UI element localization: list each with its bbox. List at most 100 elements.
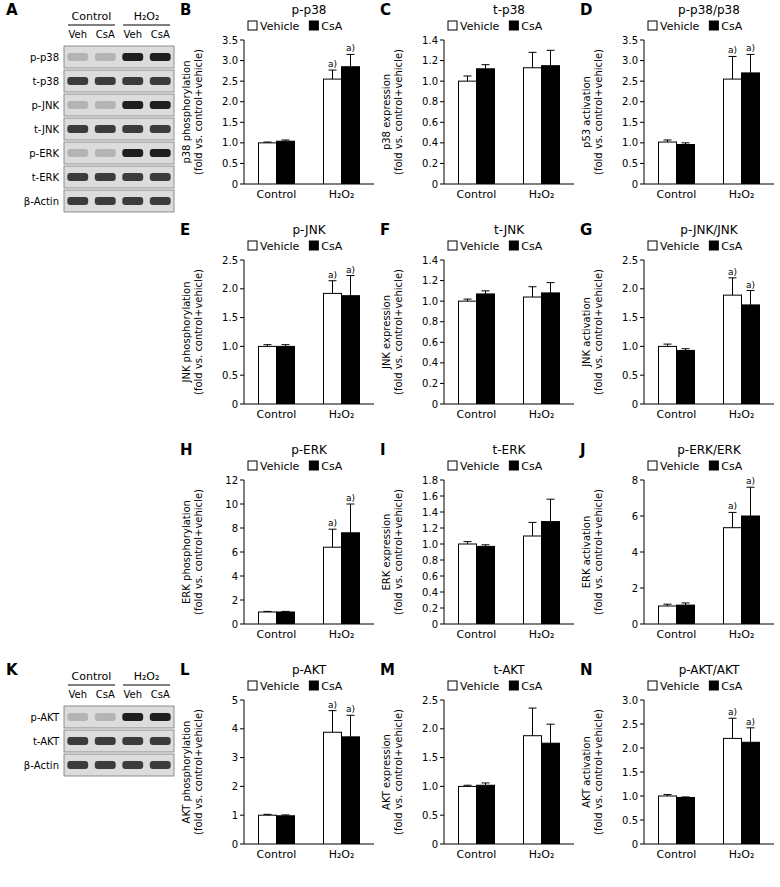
- legend: VehicleCsA: [248, 460, 343, 473]
- bar: [477, 546, 495, 624]
- error-stem: [350, 715, 351, 737]
- chart-panel: Gp-JNK/JNKVehicleCsAJNK activation(fold …: [580, 221, 774, 421]
- y-axis: [444, 700, 445, 844]
- error-bar: [547, 499, 555, 521]
- y-tick-label: 0: [432, 399, 438, 410]
- y-tick: [440, 757, 444, 758]
- bar: [542, 293, 560, 404]
- y-tick: [440, 544, 444, 545]
- legend: VehicleCsA: [648, 460, 743, 473]
- band: [95, 197, 116, 205]
- y-tick: [240, 317, 244, 318]
- plot-area: [259, 711, 360, 844]
- y-tick-label: 0: [232, 619, 238, 630]
- error-cap: [747, 487, 755, 488]
- chart-title: t-p38: [493, 3, 525, 17]
- y-tick: [240, 600, 244, 601]
- y-tick: [440, 700, 444, 701]
- legend-label: Vehicle: [660, 20, 700, 33]
- error-bar: [682, 796, 690, 797]
- significance-label: a): [346, 43, 355, 53]
- error-bar: [664, 604, 672, 606]
- legend: VehicleCsA: [648, 240, 743, 253]
- error-bar: [347, 276, 355, 296]
- chart-title: p-p38/p38: [678, 3, 740, 17]
- band: [150, 761, 171, 769]
- error-bar: [529, 708, 537, 736]
- bar: [324, 293, 342, 404]
- significance-label: a): [728, 267, 737, 277]
- chart-panel: Jp-ERK/ERKVehicleCsAERK activation(fold …: [579, 441, 774, 641]
- plot-area: [659, 718, 760, 844]
- bar: [342, 296, 360, 404]
- error-cap: [482, 544, 490, 545]
- error-cap: [282, 611, 290, 612]
- chart-panel: Ft-JNKVehicleCsAJNK expression(fold vs. …: [380, 221, 574, 421]
- y-tick: [640, 163, 644, 164]
- error-cap: [529, 708, 537, 709]
- blot-strip: [64, 70, 174, 92]
- bar: [524, 736, 542, 844]
- chart-panel: Ep-JNKVehicleCsAJNK phosphorylation(fold…: [180, 221, 374, 421]
- legend: VehicleCsA: [248, 20, 343, 33]
- bar: [659, 346, 677, 404]
- bar: [542, 522, 560, 624]
- bar: [277, 612, 295, 624]
- group-label: Control: [72, 670, 112, 683]
- row-label: t-p38: [32, 76, 59, 87]
- error-cap: [464, 76, 472, 77]
- significance-label: a): [728, 45, 737, 55]
- plot-area: [259, 276, 360, 404]
- error-cap: [747, 727, 755, 728]
- y-tick-label: 1.5: [222, 117, 238, 128]
- legend-swatch: [509, 21, 518, 30]
- band: [150, 713, 171, 721]
- legend-label: CsA: [721, 20, 742, 33]
- error-bar: [282, 140, 290, 141]
- y-tick-label: 1.2: [422, 55, 438, 66]
- y-axis-label: ERK phosphorylation: [181, 500, 192, 604]
- y-tick: [240, 786, 244, 787]
- legend: Vehicle CsA: [648, 20, 743, 33]
- row-label: p-JNK: [32, 100, 60, 111]
- y-tick-label: 1.6: [422, 491, 438, 502]
- y-tick: [640, 288, 644, 289]
- y-tick-label: 2.0: [622, 283, 638, 294]
- y-tick-label: 2.0: [422, 723, 438, 734]
- y-tick-label: 1.5: [622, 767, 638, 778]
- y-tick: [640, 844, 644, 845]
- y-tick-label: 1.5: [422, 752, 438, 763]
- y-tick-label: 8: [232, 523, 238, 534]
- error-stem: [750, 487, 751, 516]
- bar: [477, 785, 495, 844]
- y-tick: [640, 260, 644, 261]
- significance-label: a): [328, 59, 337, 69]
- blot-strip: [64, 94, 174, 116]
- y-tick-label: 1.8: [422, 475, 438, 486]
- error-bar: [482, 291, 490, 294]
- y-tick-label: 2.0: [222, 283, 238, 294]
- blot-panel: KControlH₂O₂VehCsAVehCsAp-AKTt-AKTβ-Acti…: [6, 661, 174, 776]
- y-axis-label: (fold vs. control+vehicle): [393, 49, 404, 175]
- band: [95, 125, 116, 133]
- error-stem: [750, 54, 751, 73]
- error-stem: [732, 512, 733, 527]
- legend-label: CsA: [521, 20, 542, 33]
- y-tick-label: 4: [632, 547, 638, 558]
- chart-panel: Np-AKT/AKTVehicleCsAAKT activation(fold …: [580, 661, 774, 861]
- band: [67, 125, 88, 133]
- row-label: p-ERK: [29, 148, 59, 159]
- row-label: β-Actin: [24, 760, 59, 771]
- error-stem: [467, 76, 468, 81]
- x-tick-label: H₂O₂: [329, 408, 355, 421]
- plot-area: [259, 504, 360, 624]
- figure: AControlH₂O₂VehCsAVehCsAp-p38t-p38p-JNKt…: [0, 0, 780, 887]
- y-tick: [240, 260, 244, 261]
- error-cap: [464, 299, 472, 300]
- blot-strip: [64, 46, 174, 68]
- significance-label: a): [346, 265, 355, 275]
- y-tick-label: 0.5: [622, 370, 638, 381]
- group-line: [123, 25, 170, 26]
- y-tick-label: 2.0: [222, 96, 238, 107]
- error-cap: [482, 290, 490, 291]
